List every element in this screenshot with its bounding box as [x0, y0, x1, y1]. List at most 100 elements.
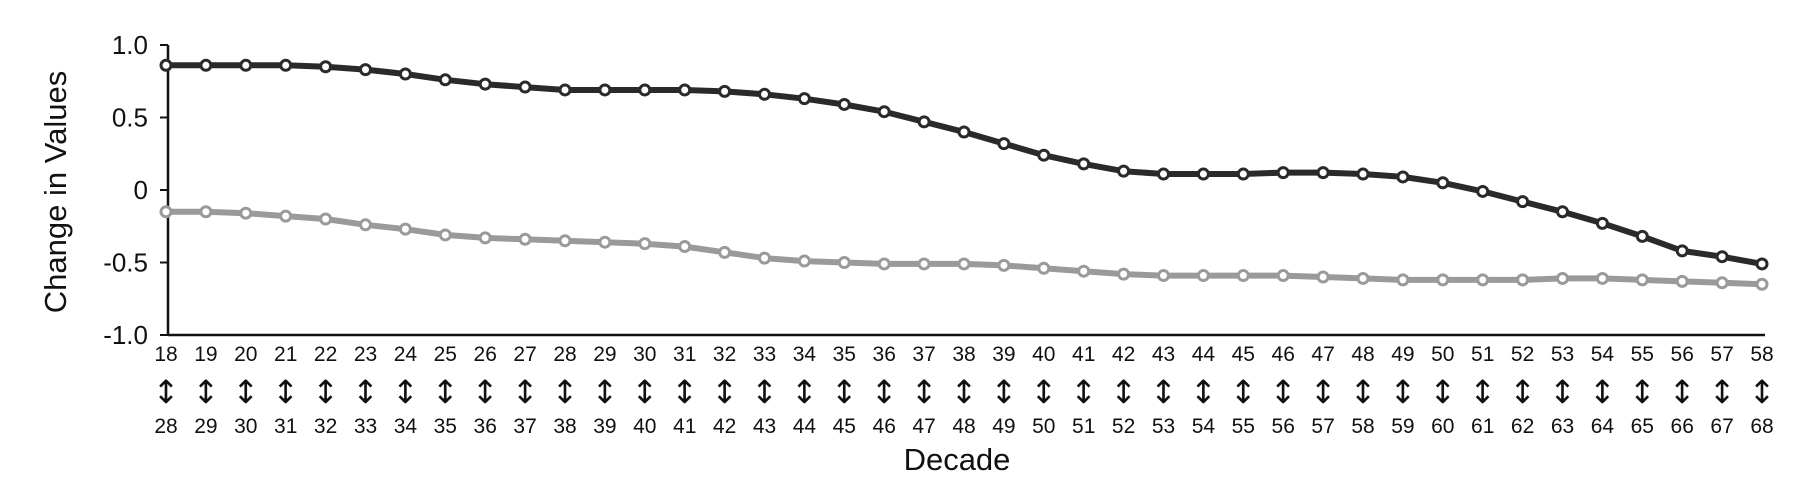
x-tick-end-label: 47: [912, 415, 935, 438]
up-down-arrow-icon: ↕: [512, 373, 539, 411]
x-tick-end-label: 40: [633, 415, 656, 438]
up-down-arrow-icon: ↕: [911, 373, 938, 411]
x-tick-end-label: 46: [873, 415, 896, 438]
x-tick-start-label: 40: [1032, 343, 1055, 366]
series-2-point: [598, 235, 612, 249]
x-tick-start-label: 58: [1750, 343, 1773, 366]
series-1-point: [877, 105, 891, 119]
x-tick-end-label: 62: [1511, 415, 1534, 438]
up-down-arrow-icon: ↕: [751, 373, 778, 411]
up-down-arrow-icon: ↕: [232, 373, 259, 411]
y-tick-label: 0.5: [112, 103, 148, 133]
series-1-point: [1675, 244, 1689, 258]
x-tick-start-label: 48: [1351, 343, 1374, 366]
series-2-point: [438, 228, 452, 242]
series-1-point: [1755, 257, 1769, 271]
x-tick-end-label: 60: [1431, 415, 1454, 438]
series-2-point: [1117, 267, 1131, 281]
series-1-point: [1595, 216, 1609, 230]
up-down-arrow-icon: ↕: [1669, 373, 1696, 411]
series-1-point: [1715, 250, 1729, 264]
up-down-arrow-icon: ↕: [1310, 373, 1337, 411]
series-1-point: [398, 67, 412, 81]
y-tick-label: -1.0: [103, 320, 148, 350]
series-2-point: [1556, 271, 1569, 285]
series-1-point: [718, 84, 732, 98]
x-tick-start-label: 57: [1710, 343, 1733, 366]
series-2-point: [917, 257, 931, 271]
x-tick-end-label: 34: [394, 415, 418, 438]
x-tick-end-label: 42: [713, 415, 736, 438]
x-tick-start-label: 35: [833, 343, 856, 366]
series-1-point: [997, 137, 1011, 151]
series-1-point: [758, 87, 771, 101]
up-down-arrow-icon: ↕: [951, 373, 978, 411]
series-1-point: [1396, 170, 1410, 184]
series-1-point: [917, 115, 931, 129]
x-tick-end-label: 29: [194, 415, 217, 438]
x-tick-start-label: 23: [354, 343, 377, 366]
x-tick-start-label: 34: [793, 343, 817, 366]
up-down-arrow-icon: ↕: [1030, 373, 1057, 411]
x-tick-start-label: 29: [593, 343, 616, 366]
up-down-arrow-icon: ↕: [1589, 373, 1616, 411]
up-down-arrow-icon: ↕: [352, 373, 379, 411]
series-2-point: [1316, 270, 1330, 284]
series-2-point: [1675, 274, 1689, 288]
series-1-point: [199, 58, 213, 72]
x-tick-end-label: 48: [952, 415, 975, 438]
up-down-arrow-icon: ↕: [831, 373, 858, 411]
x-tick-start-label: 18: [154, 343, 177, 366]
series-1-point: [1436, 176, 1450, 190]
x-tick-end-label: 43: [753, 415, 776, 438]
series-1-point: [159, 58, 173, 72]
x-tick-end-label: 67: [1710, 415, 1733, 438]
up-down-arrow-icon: ↕: [1389, 373, 1416, 411]
x-tick-end-label: 54: [1192, 415, 1216, 438]
x-tick-start-label: 32: [713, 343, 736, 366]
x-tick-end-label: 64: [1591, 415, 1615, 438]
series-2-point: [199, 205, 213, 219]
up-down-arrow-icon: ↕: [1629, 373, 1656, 411]
series-2-point: [997, 258, 1011, 272]
up-down-arrow-icon: ↕: [472, 373, 499, 411]
up-down-arrow-icon: ↕: [1709, 373, 1736, 411]
series-2-point: [1276, 269, 1290, 283]
up-down-arrow-icon: ↕: [1230, 373, 1257, 411]
series-2-point: [718, 245, 732, 259]
up-down-arrow-icon: ↕: [1110, 373, 1137, 411]
series-2-point: [1077, 264, 1091, 278]
x-tick-start-label: 28: [553, 343, 576, 366]
series-2-point: [518, 232, 532, 246]
x-tick-end-label: 30: [234, 415, 257, 438]
x-tick-start-label: 52: [1511, 343, 1534, 366]
series-2-point: [1476, 273, 1490, 287]
y-ticks: 1.0 0.5 0 -0.5 -1.0: [103, 30, 168, 350]
x-tick-end-label: 53: [1152, 415, 1175, 438]
x-tick-end-label: 61: [1471, 415, 1494, 438]
x-tick-end-label: 49: [992, 415, 1015, 438]
up-down-arrow-icon: ↕: [1469, 373, 1496, 411]
x-tick-start-label: 42: [1112, 343, 1135, 366]
x-tick-end-label: 31: [274, 415, 297, 438]
series-2-point: [398, 222, 412, 236]
series-2-point: [957, 257, 971, 271]
x-tick-end-label: 55: [1232, 415, 1255, 438]
up-down-arrow-icon: ↕: [791, 373, 818, 411]
up-down-arrow-icon: ↕: [671, 373, 698, 411]
x-tick-start-label: 36: [873, 343, 896, 366]
up-down-arrow-icon: ↕: [1749, 373, 1776, 411]
up-down-arrow-icon: ↕: [711, 373, 738, 411]
series-2-point: [678, 240, 692, 254]
x-tick-start-label: 37: [912, 343, 935, 366]
up-down-arrow-icon: ↕: [1150, 373, 1177, 411]
up-down-arrow-icon: ↕: [871, 373, 898, 411]
series-1-point: [1196, 167, 1210, 181]
up-down-arrow-icon: ↕: [153, 373, 180, 411]
series-1-point: [837, 97, 851, 111]
series-2-point: [1635, 273, 1649, 287]
x-tick-start-label: 54: [1591, 343, 1615, 366]
series-1-point: [359, 63, 372, 77]
x-tick-end-label: 56: [1272, 415, 1295, 438]
up-down-arrow-icon: ↕: [591, 373, 618, 411]
